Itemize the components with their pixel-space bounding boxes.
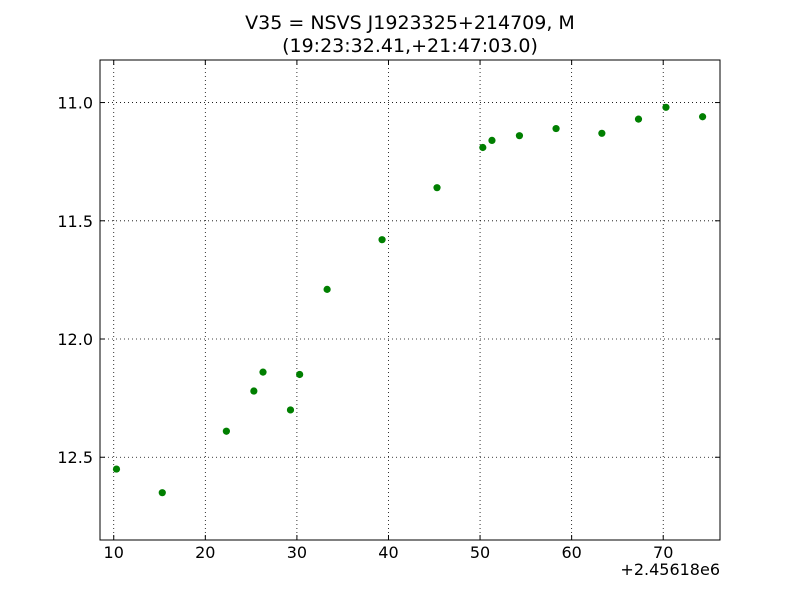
data-point bbox=[698, 113, 707, 121]
plot-background bbox=[100, 60, 720, 540]
chart-title-line-1: V35 = NSVS J1923325+214709, M bbox=[245, 12, 575, 34]
y-tick-label: 12.5 bbox=[57, 448, 93, 467]
x-tick-label: 40 bbox=[378, 543, 398, 562]
y-tick-label: 11.0 bbox=[57, 94, 93, 113]
x-tick-label: 10 bbox=[104, 543, 124, 562]
data-point bbox=[662, 103, 670, 111]
data-point bbox=[433, 184, 441, 192]
data-point bbox=[552, 124, 560, 133]
data-point bbox=[112, 465, 121, 473]
data-point bbox=[479, 143, 487, 152]
x-tick-label: 30 bbox=[287, 543, 307, 562]
data-point bbox=[515, 132, 524, 140]
data-point bbox=[598, 129, 606, 137]
data-point bbox=[634, 115, 643, 123]
x-tick-label: 20 bbox=[195, 543, 215, 562]
data-points bbox=[112, 103, 707, 497]
chart-title-line-2: (19:23:32.41,+21:47:03.0) bbox=[282, 35, 538, 57]
data-point bbox=[259, 368, 267, 376]
data-point bbox=[158, 489, 166, 497]
grid bbox=[100, 60, 720, 540]
plot-frame bbox=[99, 59, 721, 541]
data-point bbox=[488, 136, 496, 144]
x-tick-labels: 10 20 30 40 50 60 70 bbox=[104, 543, 674, 562]
y-tick-label: 11.5 bbox=[57, 212, 93, 231]
x-tick-label: 70 bbox=[653, 543, 673, 562]
x-axis-offset-label: +2.45618e6 bbox=[620, 560, 720, 579]
y-tick-labels: 11.0 11.5 12.0 12.5 bbox=[57, 94, 93, 468]
data-point bbox=[222, 427, 230, 435]
data-point bbox=[250, 387, 258, 395]
y-tick-label: 12.0 bbox=[57, 330, 93, 349]
x-tick-label: 50 bbox=[470, 543, 490, 562]
data-point bbox=[323, 285, 331, 293]
x-tick-label: 60 bbox=[561, 543, 581, 562]
data-point bbox=[378, 236, 386, 244]
ticks bbox=[100, 60, 720, 540]
data-point bbox=[296, 370, 304, 379]
data-point bbox=[286, 406, 295, 414]
